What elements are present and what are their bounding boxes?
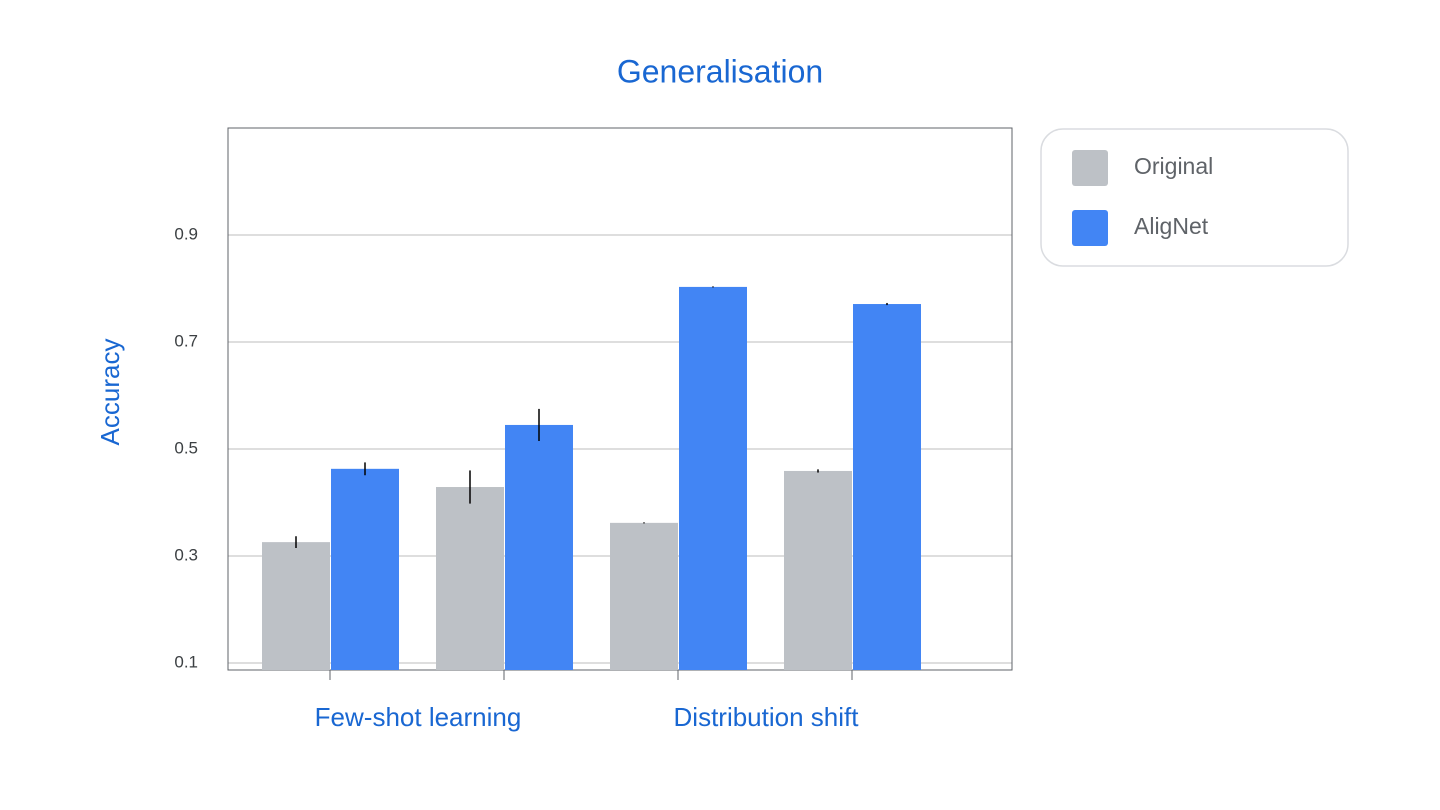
bar	[679, 286, 747, 670]
category-group-label: Distribution shift	[674, 702, 860, 732]
legend-box	[1040, 128, 1349, 267]
bar	[610, 522, 678, 670]
y-tick-label: 0.1	[174, 653, 198, 672]
legend-label: Original	[1134, 153, 1213, 179]
y-tick-label: 0.9	[174, 224, 198, 243]
legend-swatch	[1072, 210, 1108, 246]
y-tick-label: 0.3	[174, 546, 198, 565]
y-tick-label: 0.5	[174, 439, 198, 458]
y-axis-label: Accuracy	[95, 339, 125, 446]
legend-label: AligNet	[1134, 213, 1209, 239]
bar	[436, 487, 504, 670]
chart-title: Generalisation	[617, 53, 823, 89]
bar	[331, 468, 399, 670]
category-group-label: Few-shot learning	[315, 702, 522, 732]
legend-swatch	[1072, 150, 1108, 186]
bar	[505, 424, 573, 670]
bar	[853, 304, 921, 670]
bar	[262, 542, 330, 670]
y-tick-label: 0.7	[174, 332, 198, 351]
bar	[784, 470, 852, 670]
